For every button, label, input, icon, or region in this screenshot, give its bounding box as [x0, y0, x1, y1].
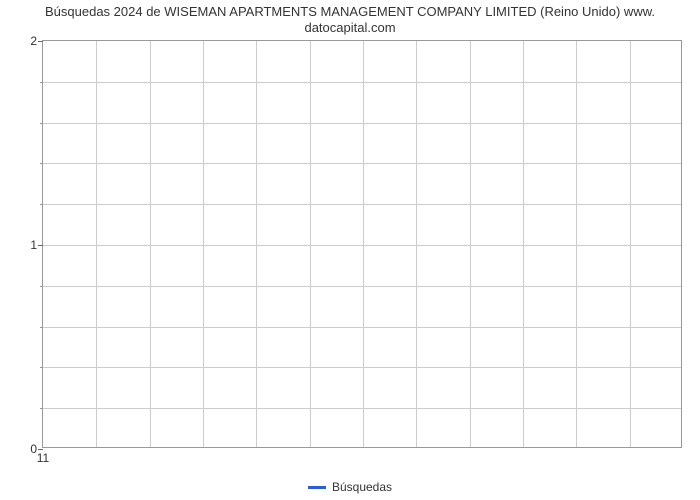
- legend-swatch: [308, 486, 326, 489]
- y-minor-tick: [40, 327, 43, 328]
- grid-hline: [43, 82, 681, 83]
- grid-hline: [43, 367, 681, 368]
- legend: Búsquedas: [0, 479, 700, 494]
- grid-vline: [256, 41, 257, 447]
- chart-container: Búsquedas 2024 de WISEMAN APARTMENTS MAN…: [0, 0, 700, 500]
- legend-label: Búsquedas: [332, 480, 392, 494]
- y-tick-mark: [38, 41, 43, 42]
- y-minor-tick: [40, 82, 43, 83]
- grid-vline: [416, 41, 417, 447]
- y-minor-tick: [40, 163, 43, 164]
- grid-vline: [150, 41, 151, 447]
- x-tick-label: 11: [37, 451, 49, 465]
- grid-hline: [43, 408, 681, 409]
- y-minor-tick: [40, 286, 43, 287]
- grid-hline: [43, 245, 681, 246]
- chart-title: Búsquedas 2024 de WISEMAN APARTMENTS MAN…: [0, 4, 700, 37]
- grid-vline: [96, 41, 97, 447]
- grid-vline: [363, 41, 364, 447]
- grid-hline: [43, 204, 681, 205]
- chart-title-line2: datocapital.com: [304, 20, 395, 35]
- chart-title-line1: Búsquedas 2024 de WISEMAN APARTMENTS MAN…: [45, 4, 655, 19]
- y-tick-label: 2: [30, 34, 37, 48]
- plot-area: 01211: [42, 40, 682, 448]
- y-minor-tick: [40, 204, 43, 205]
- grid-vline: [576, 41, 577, 447]
- grid-vline: [523, 41, 524, 447]
- grid-vline: [310, 41, 311, 447]
- grid-hline: [43, 286, 681, 287]
- grid-hline: [43, 163, 681, 164]
- grid-vline: [630, 41, 631, 447]
- grid-hline: [43, 123, 681, 124]
- grid-hline: [43, 327, 681, 328]
- y-minor-tick: [40, 367, 43, 368]
- y-tick-mark: [38, 245, 43, 246]
- grid-vline: [470, 41, 471, 447]
- y-minor-tick: [40, 408, 43, 409]
- y-tick-mark: [38, 449, 43, 450]
- y-minor-tick: [40, 123, 43, 124]
- y-tick-label: 1: [30, 238, 37, 252]
- grid-vline: [203, 41, 204, 447]
